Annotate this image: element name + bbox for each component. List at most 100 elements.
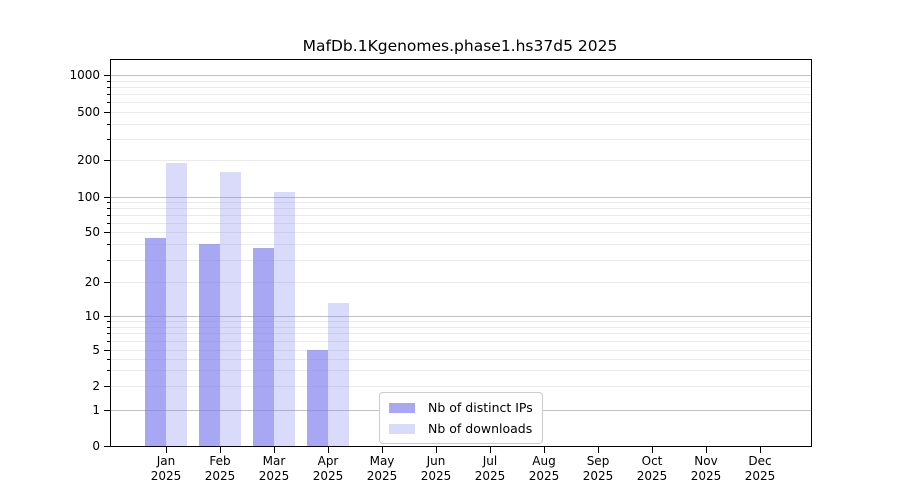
- y-minor-tick: [107, 341, 111, 342]
- bar-downloads-mar: [274, 191, 295, 446]
- y-tick: [104, 75, 111, 76]
- year-label: 2025: [258, 469, 290, 483]
- y-minor-tick: [107, 321, 111, 322]
- axes-ticks-layer: 0 1 2 5 10 20 50 100 200 500 1000 Jan 2025 Feb 2025 Mar…: [69, 60, 811, 483]
- x-axis-tick-label: Dec 2025: [729, 454, 791, 484]
- legend: Nb of distinct IPs Nb of downloads: [379, 392, 543, 444]
- x-tick: [436, 446, 437, 453]
- y-gridline: [111, 282, 811, 283]
- x-tick: [328, 446, 329, 453]
- y-gridline: [111, 316, 811, 317]
- month-label: Oct: [641, 454, 663, 468]
- month-label: Feb: [209, 454, 231, 468]
- year-label: 2025: [690, 469, 722, 483]
- bar-distinct-ips-apr: [307, 350, 328, 446]
- y-minor-tick: [107, 139, 111, 140]
- y-tick: [104, 197, 111, 198]
- bar-distinct-ips-feb: [199, 244, 220, 446]
- y-minor-tick: [107, 102, 111, 103]
- x-axis-tick-label: Jul 2025: [459, 454, 521, 484]
- y-minor-tick: [107, 244, 111, 245]
- legend-label-distinct-ips: Nb of distinct IPs: [428, 400, 533, 415]
- x-tick: [652, 446, 653, 453]
- x-tick: [220, 446, 221, 453]
- bar-downloads-jan: [166, 162, 187, 446]
- year-label: 2025: [474, 469, 506, 483]
- minor-gridline: [111, 202, 811, 203]
- x-tick: [598, 446, 599, 453]
- legend-swatch-distinct-ips: [389, 402, 415, 413]
- y-axis-tick-label: 20: [84, 275, 100, 289]
- minor-gridline: [111, 94, 811, 95]
- minor-gridline: [111, 208, 811, 209]
- legend-item-distinct-ips: Nb of distinct IPs: [389, 399, 533, 416]
- minor-gridline: [111, 223, 811, 224]
- y-tick: [104, 446, 111, 447]
- x-axis-tick-label: Nov 2025: [675, 454, 737, 484]
- y-minor-tick: [107, 124, 111, 125]
- y-minor-tick: [107, 223, 111, 224]
- y-gridline: [111, 75, 811, 76]
- y-tick: [104, 160, 111, 161]
- y-minor-tick: [107, 260, 111, 261]
- y-gridline: [111, 232, 811, 233]
- y-axis-tick-label: 1: [92, 403, 100, 417]
- x-axis-tick-label: Jun 2025: [405, 454, 467, 484]
- minor-gridline: [111, 260, 811, 261]
- year-label: 2025: [420, 469, 452, 483]
- month-label: Jun: [426, 454, 446, 468]
- year-label: 2025: [204, 469, 236, 483]
- year-label: 2025: [366, 469, 398, 483]
- bar-downloads-apr: [328, 303, 349, 446]
- y-minor-tick: [107, 370, 111, 371]
- y-gridline: [111, 350, 811, 351]
- y-tick: [104, 232, 111, 233]
- x-axis-tick-label: Jan 2025: [135, 454, 197, 484]
- minor-gridline: [111, 87, 811, 88]
- y-minor-tick: [107, 327, 111, 328]
- x-tick: [760, 446, 761, 453]
- y-axis-tick-label: 10: [84, 309, 100, 323]
- y-gridline: [111, 386, 811, 387]
- y-minor-tick: [107, 333, 111, 334]
- y-minor-tick: [107, 94, 111, 95]
- year-label: 2025: [636, 469, 668, 483]
- x-axis-tick-label: May 2025: [351, 454, 413, 484]
- bar-distinct-ips-jan: [145, 237, 166, 446]
- y-axis-tick-label: 500: [77, 105, 100, 119]
- x-tick: [382, 446, 383, 453]
- y-minor-tick: [107, 202, 111, 203]
- legend-item-downloads: Nb of downloads: [389, 420, 533, 437]
- y-minor-tick: [107, 359, 111, 360]
- x-axis-tick-label: Aug 2025: [513, 454, 575, 484]
- minor-gridline: [111, 244, 811, 245]
- minor-gridline: [111, 333, 811, 334]
- y-axis-tick-label: 1000: [69, 68, 100, 82]
- minor-gridline: [111, 215, 811, 216]
- year-label: 2025: [528, 469, 560, 483]
- minor-gridline: [111, 370, 811, 371]
- y-gridline: [111, 197, 811, 198]
- y-axis-tick-label: 5: [92, 343, 100, 357]
- minor-gridline: [111, 359, 811, 360]
- legend-swatch-downloads: [389, 423, 415, 434]
- y-axis-tick-label: 50: [84, 225, 100, 239]
- month-label: May: [369, 454, 395, 468]
- y-tick: [104, 282, 111, 283]
- y-axis-tick-label: 100: [77, 190, 100, 204]
- x-axis-tick-label: Feb 2025: [189, 454, 251, 484]
- month-label: Nov: [694, 454, 718, 468]
- x-axis-tick-label: Apr 2025: [297, 454, 359, 484]
- x-axis-tick-label: Sep 2025: [567, 454, 629, 484]
- legend-label-downloads: Nb of downloads: [428, 421, 533, 436]
- x-axis-tick-label: Oct 2025: [621, 454, 683, 484]
- y-tick: [104, 316, 111, 317]
- y-axis-tick-label: 0: [92, 439, 100, 453]
- month-label: Apr: [317, 454, 339, 468]
- x-tick: [166, 446, 167, 453]
- minor-gridline: [111, 139, 811, 140]
- minor-gridline: [111, 102, 811, 103]
- y-axis-tick-label: 200: [77, 153, 100, 167]
- month-label: Mar: [262, 454, 286, 468]
